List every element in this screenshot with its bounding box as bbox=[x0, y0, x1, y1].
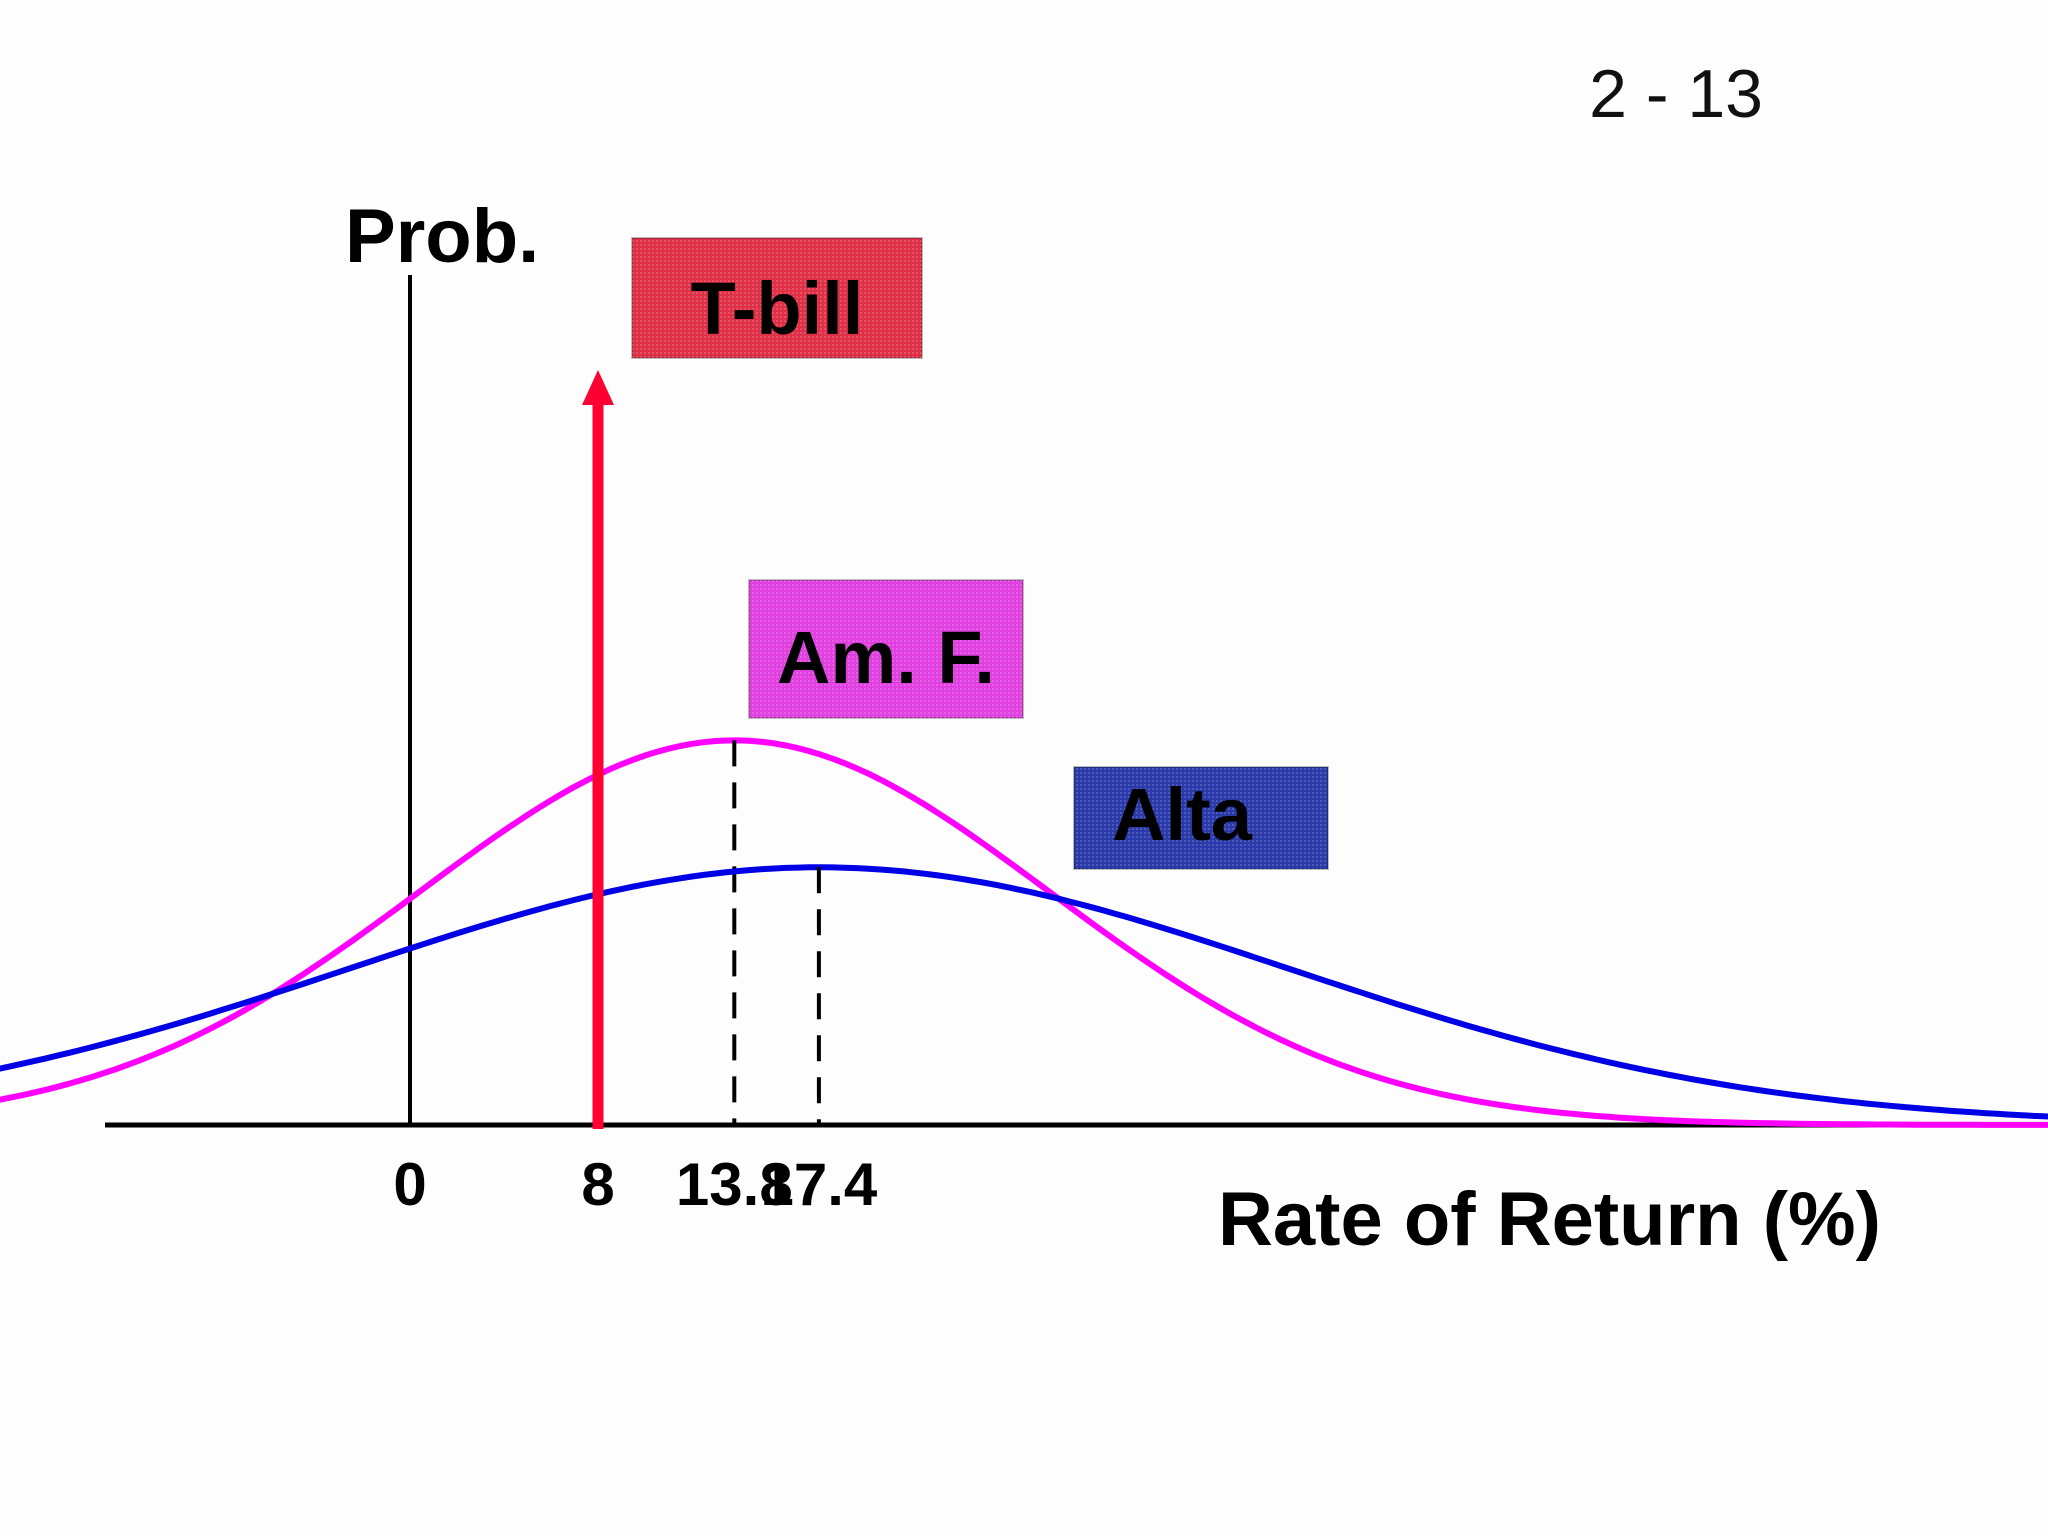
page-number: 2 - 13 bbox=[1589, 56, 1763, 132]
x-tick-label: 8 bbox=[581, 1151, 614, 1218]
x-tick-label: 17.4 bbox=[761, 1151, 878, 1218]
tbill-arrowhead-icon bbox=[582, 370, 614, 405]
legend-label-t-bill: T-bill bbox=[691, 267, 864, 350]
series-curve-alta bbox=[0, 864, 2048, 1120]
y-axis-label: Prob. bbox=[345, 194, 539, 279]
x-tick-label: 0 bbox=[393, 1151, 426, 1218]
series-curve-am-f bbox=[0, 737, 2048, 1128]
legend-box-texture bbox=[1074, 767, 1328, 869]
legend-box-texture bbox=[632, 238, 922, 358]
legend-box-texture bbox=[749, 580, 1023, 718]
x-tick-label: 13.8 bbox=[676, 1151, 793, 1218]
x-axis-label: Rate of Return (%) bbox=[1218, 1177, 1881, 1262]
legend-label-alta: Alta bbox=[1112, 773, 1253, 856]
legend-label-am-f: Am. F. bbox=[777, 616, 995, 699]
